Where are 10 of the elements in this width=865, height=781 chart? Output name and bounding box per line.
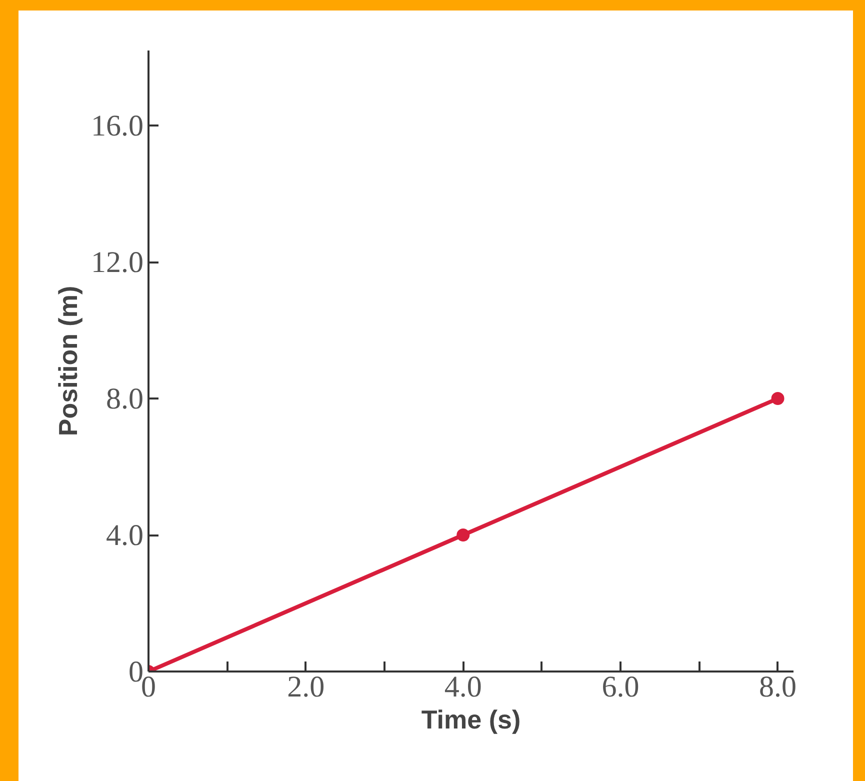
y-tick-label: 16.0: [91, 110, 144, 143]
y-axis-title: Position (m): [53, 286, 83, 436]
y-tick-label: 8.0: [106, 382, 144, 416]
x-tick-label: 4.0: [444, 670, 482, 704]
y-tick-label: 12.0: [91, 246, 144, 280]
x-tick-label: 6.0: [602, 670, 640, 704]
x-tick-label: 8.0: [759, 670, 797, 704]
x-tick-label: 2.0: [287, 670, 325, 704]
y-tick-label: 4.0: [106, 519, 144, 552]
x-axis-title: Time (s): [421, 704, 521, 734]
